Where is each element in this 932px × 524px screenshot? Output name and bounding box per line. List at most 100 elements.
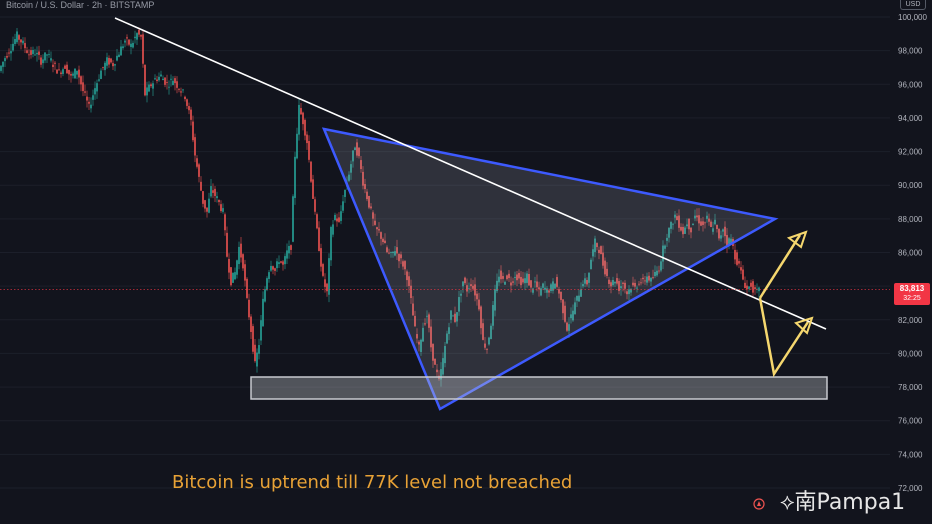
candle-body: [498, 276, 500, 283]
candle-body: [154, 78, 156, 80]
candle-body: [272, 266, 274, 270]
candle-body: [276, 261, 278, 269]
candle-body: [0, 65, 2, 71]
candle-body: [254, 344, 256, 362]
candle-body: [320, 248, 322, 267]
candle-body: [196, 158, 198, 167]
candle-body: [546, 288, 548, 293]
candle-body: [454, 313, 456, 322]
candle-body: [672, 223, 674, 225]
descending-trendline[interactable]: [114, 17, 827, 330]
candle-body: [222, 208, 224, 212]
bullish-arrow-upper-head: [786, 230, 808, 249]
candle-body: [68, 69, 70, 75]
candle-body: [178, 88, 180, 90]
candle-body: [288, 245, 290, 254]
candle-body: [264, 289, 266, 302]
candle-body: [576, 295, 578, 301]
candle-body: [468, 288, 470, 290]
candle-body: [740, 267, 742, 271]
y-tick-label: 78,000: [898, 383, 923, 392]
y-tick-label: 96,000: [898, 80, 923, 89]
bullish-arrow-lower[interactable]: [758, 297, 810, 378]
symbol-title[interactable]: Bitcoin / U.S. Dollar · 2h · BITSTAMP: [6, 0, 155, 10]
candle-body: [262, 298, 264, 327]
currency-label[interactable]: USD: [900, 0, 926, 10]
candle-body: [356, 142, 358, 156]
candle-body: [744, 282, 746, 289]
candle-body: [456, 312, 458, 322]
candle-body: [116, 55, 118, 61]
candle-body: [52, 64, 54, 68]
candle-body: [626, 291, 628, 295]
candle-body: [516, 274, 518, 281]
candle-body: [562, 299, 564, 314]
candle-body: [644, 280, 646, 282]
candle-body: [162, 78, 164, 81]
candle-body: [216, 196, 218, 199]
candle-body: [28, 54, 30, 56]
candle-body: [592, 249, 594, 257]
candle-body: [102, 66, 104, 68]
candle-body: [30, 50, 32, 55]
candle-body: [378, 229, 380, 231]
candle-body: [144, 64, 146, 96]
candle-body: [426, 315, 428, 317]
candle-body: [720, 235, 722, 239]
candle-body: [736, 252, 738, 265]
candle-body: [730, 238, 732, 245]
candle-body: [134, 36, 136, 39]
candle-body: [708, 218, 710, 222]
candle-body: [682, 226, 684, 235]
y-tick-label: 88,000: [898, 215, 923, 224]
bullish-arrow-upper[interactable]: [758, 234, 802, 299]
candle-body: [600, 246, 602, 255]
candle-body: [554, 283, 556, 289]
candle-body: [360, 160, 362, 170]
candle-body: [648, 275, 650, 281]
candle-body: [302, 112, 304, 125]
candle-body: [46, 54, 48, 56]
candle-body: [502, 276, 504, 279]
candle-body: [274, 268, 276, 271]
candle-body: [98, 79, 100, 81]
candle-body: [348, 174, 350, 181]
candle-body: [738, 261, 740, 264]
candle-body: [232, 272, 234, 283]
candle-body: [86, 96, 88, 101]
candle-body: [128, 39, 130, 45]
candle-body: [722, 229, 724, 232]
candle-body: [618, 281, 620, 291]
candle-body: [650, 277, 652, 282]
candle-body: [536, 281, 538, 288]
candle-body: [24, 43, 26, 49]
symmetrical-triangle-pattern[interactable]: [321, 127, 779, 411]
candle-body: [532, 288, 534, 293]
candle-body: [690, 227, 692, 233]
candle-body: [76, 70, 78, 75]
candle-body: [634, 282, 636, 287]
candle-body: [696, 215, 698, 218]
candle-body: [512, 281, 514, 283]
support-zone-77k[interactable]: [250, 376, 828, 400]
candle-body: [636, 287, 638, 289]
y-tick-label: 74,000: [898, 450, 923, 459]
candle-body: [560, 291, 562, 300]
candle-body: [462, 281, 464, 287]
candle-body: [466, 285, 468, 292]
candle-body: [14, 39, 16, 45]
candle-body: [614, 282, 616, 284]
candle-body: [638, 283, 640, 285]
analysis-caption: Bitcoin is uptrend till 77K level not br…: [172, 472, 573, 493]
candle-body: [406, 271, 408, 281]
candle-body: [436, 369, 438, 373]
candle-body: [64, 65, 66, 69]
candle-body: [568, 324, 570, 331]
candle-body: [206, 207, 208, 212]
candle-body: [190, 109, 192, 120]
candle-body: [510, 282, 512, 286]
candle-body: [12, 43, 14, 51]
candle-body: [658, 270, 660, 272]
candle-body: [472, 285, 474, 289]
